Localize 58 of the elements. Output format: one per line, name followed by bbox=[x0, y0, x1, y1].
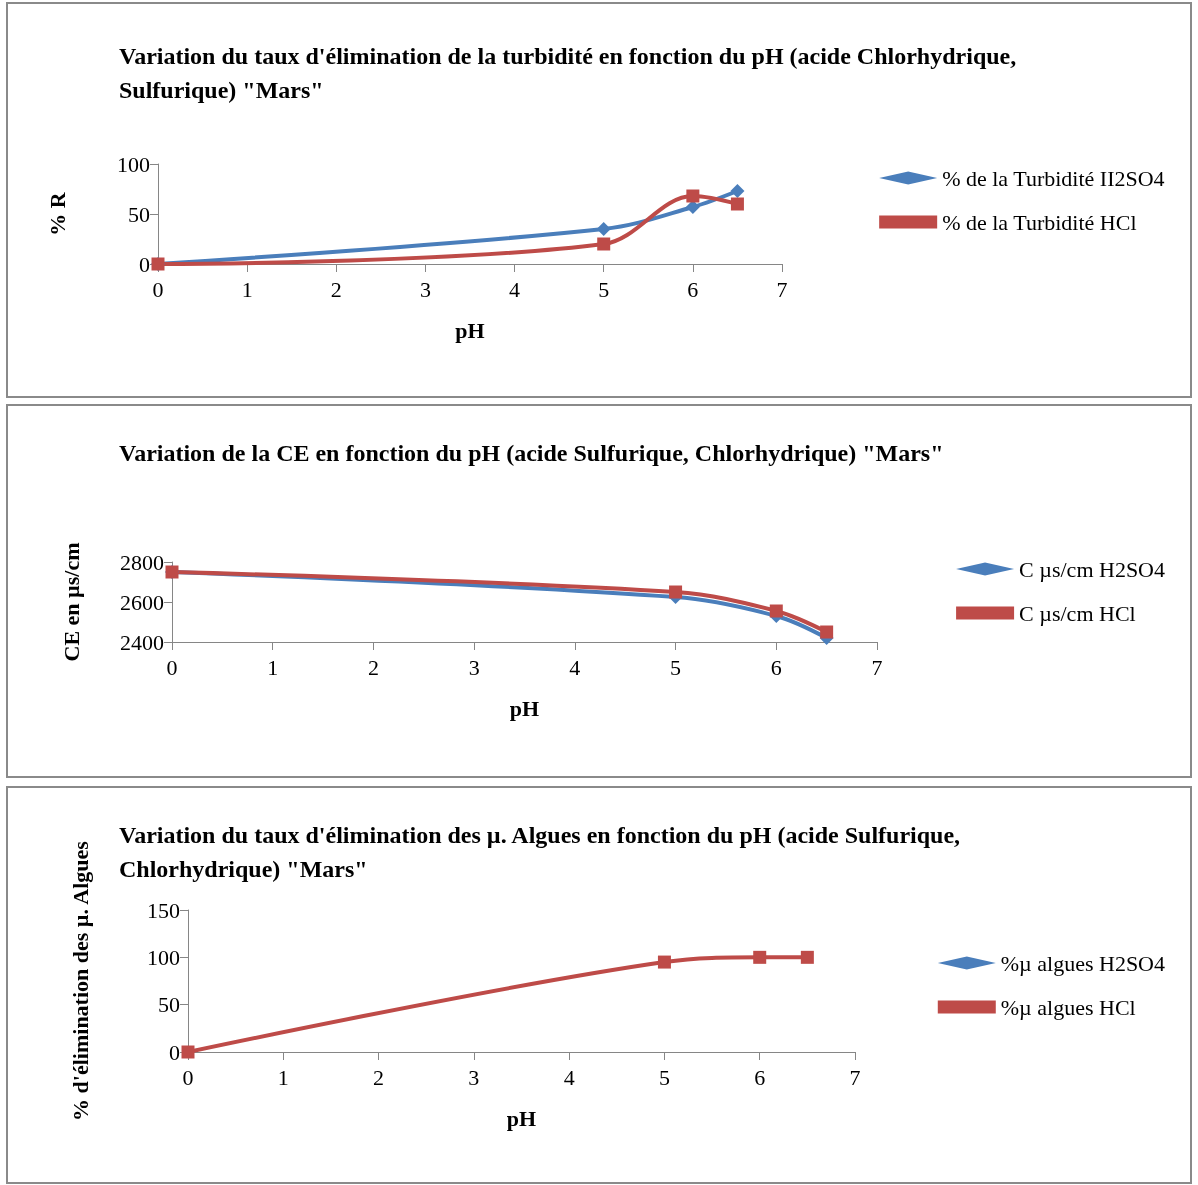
y-tick-label: 2600 bbox=[120, 589, 164, 615]
legend-label: % de la Turbidité HCl bbox=[942, 209, 1137, 235]
x-tick-label: 1 bbox=[267, 654, 279, 680]
x-tick-label: 3 bbox=[468, 1064, 480, 1090]
y-tick-label: 2400 bbox=[120, 629, 164, 655]
point bbox=[769, 604, 783, 618]
y-tick-label: 2800 bbox=[120, 549, 164, 575]
x-tick-label: 6 bbox=[770, 654, 782, 680]
y-tick-label: 150 bbox=[147, 897, 180, 923]
legend-label: C µs/cm HCl bbox=[1019, 600, 1136, 626]
x-tick-label: 4 bbox=[563, 1064, 575, 1090]
x-tick-label: 5 bbox=[598, 276, 610, 302]
y-tick-label: 50 bbox=[158, 992, 180, 1018]
x-tick-label: 4 bbox=[569, 654, 581, 680]
x-axis-title: pH bbox=[506, 1105, 537, 1131]
x-tick-label: 5 bbox=[670, 654, 682, 680]
point bbox=[800, 950, 814, 964]
point bbox=[730, 184, 745, 198]
y-tick-label: 0 bbox=[139, 251, 150, 277]
chart-title: Variation de la CE en fonction du pH (acide Sulfurique, Chlorhydrique) "Mars" bbox=[119, 440, 944, 466]
point bbox=[597, 237, 611, 251]
x-tick-label: 1 bbox=[277, 1064, 289, 1090]
legend-label: % de la Turbidité II2SO4 bbox=[942, 165, 1165, 191]
y-axis-title: CE en µs/cm bbox=[58, 542, 84, 662]
x-tick-label: 1 bbox=[241, 276, 253, 302]
point bbox=[820, 625, 834, 639]
point bbox=[657, 955, 671, 969]
x-tick-label: 6 bbox=[687, 276, 699, 302]
y-tick-label: 0 bbox=[169, 1039, 180, 1065]
y-axis-title: % d'élimination des µ. Algues bbox=[67, 840, 93, 1121]
y-tick-label: 50 bbox=[128, 201, 150, 227]
x-tick-label: 7 bbox=[849, 1064, 861, 1090]
chart-title: Variation du taux d'élimination des µ. Algues en fonction du pH (acide Sulfurique, Chlorhydrique) "Mars" bbox=[119, 822, 967, 882]
point bbox=[669, 585, 683, 599]
y-tick-label: 100 bbox=[117, 151, 150, 177]
x-tick-label: 3 bbox=[419, 276, 431, 302]
x-tick-label: 7 bbox=[776, 276, 788, 302]
x-tick-label: 2 bbox=[367, 654, 379, 680]
x-axis-title: pH bbox=[455, 317, 485, 343]
legend-label: %µ algues H2SO4 bbox=[1000, 950, 1165, 976]
x-tick-label: 3 bbox=[468, 654, 480, 680]
x-tick-label: 5 bbox=[658, 1064, 670, 1090]
point bbox=[685, 200, 700, 214]
legend-label: C µs/cm H2SO4 bbox=[1019, 556, 1166, 582]
x-tick-label: 4 bbox=[509, 276, 521, 302]
x-tick-label: 6 bbox=[754, 1064, 766, 1090]
y-tick-label: 100 bbox=[147, 944, 180, 970]
point bbox=[596, 222, 611, 236]
y-axis-title: % R bbox=[44, 191, 70, 236]
legend-label: %µ algues HCl bbox=[1000, 994, 1136, 1020]
x-axis-title: pH bbox=[509, 695, 540, 721]
point bbox=[730, 197, 744, 211]
x-tick-label: 7 bbox=[871, 654, 883, 680]
chart-title: Variation du taux d'élimination de la turbidité en fonction du pH (acide Chlorhydrique, Sulfurique) "Mars" bbox=[119, 43, 1023, 103]
point bbox=[753, 950, 767, 964]
x-tick-label: 2 bbox=[330, 276, 342, 302]
x-tick-label: 2 bbox=[373, 1064, 385, 1090]
point bbox=[686, 189, 700, 203]
